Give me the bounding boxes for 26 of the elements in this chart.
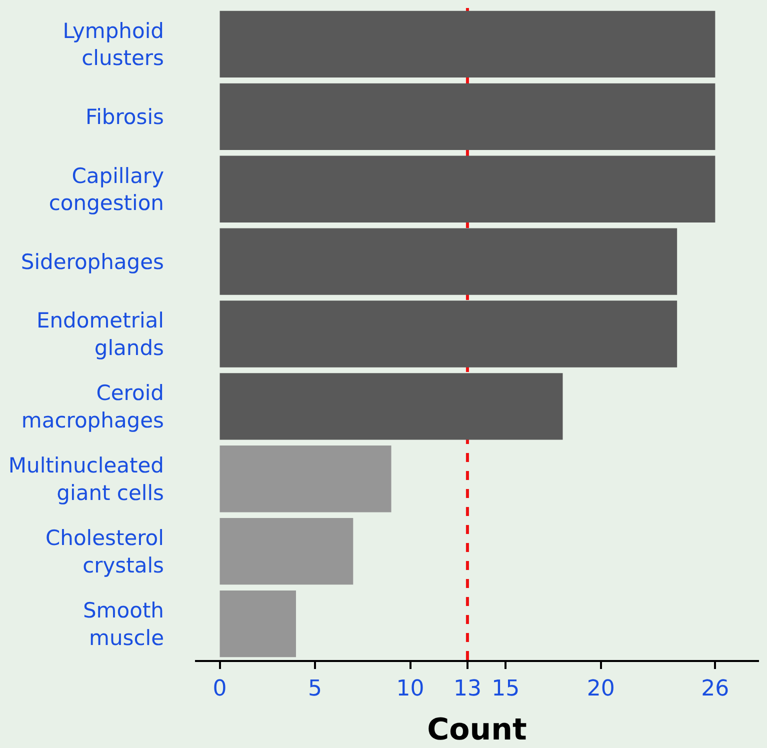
y-tick-label: Endometrial glands [36,308,164,360]
x-tick-label: 0 [212,676,227,702]
x-tick-label: 26 [701,676,730,702]
x-axis-title: Count [427,712,527,748]
bar [220,300,678,368]
x-tick-label: 20 [586,676,615,702]
y-tick-label: Capillary congestion [48,164,164,216]
y-tick-label: Lymphoid clusters [62,18,164,70]
bar [220,10,716,78]
bar [220,518,354,585]
x-tick-label: 10 [396,676,424,702]
bar [220,590,296,658]
y-tick-label: Multinucleated giant cells [8,454,164,505]
bar [220,446,392,512]
x-tick-label: 13 [453,676,482,702]
y-tick-label: Fibrosis [86,105,164,130]
x-tick-label: 5 [308,676,322,702]
bar [220,373,563,440]
y-tick-label: Cholesterol crystals [45,526,164,578]
y-tick-label: Ceroid macrophages [21,381,164,432]
bar [220,83,716,150]
bar [220,156,716,222]
bar [220,228,678,295]
x-tick-label: 15 [492,676,520,702]
y-tick-label: Siderophages [20,250,164,274]
y-tick-label: Smooth muscle [82,598,164,650]
